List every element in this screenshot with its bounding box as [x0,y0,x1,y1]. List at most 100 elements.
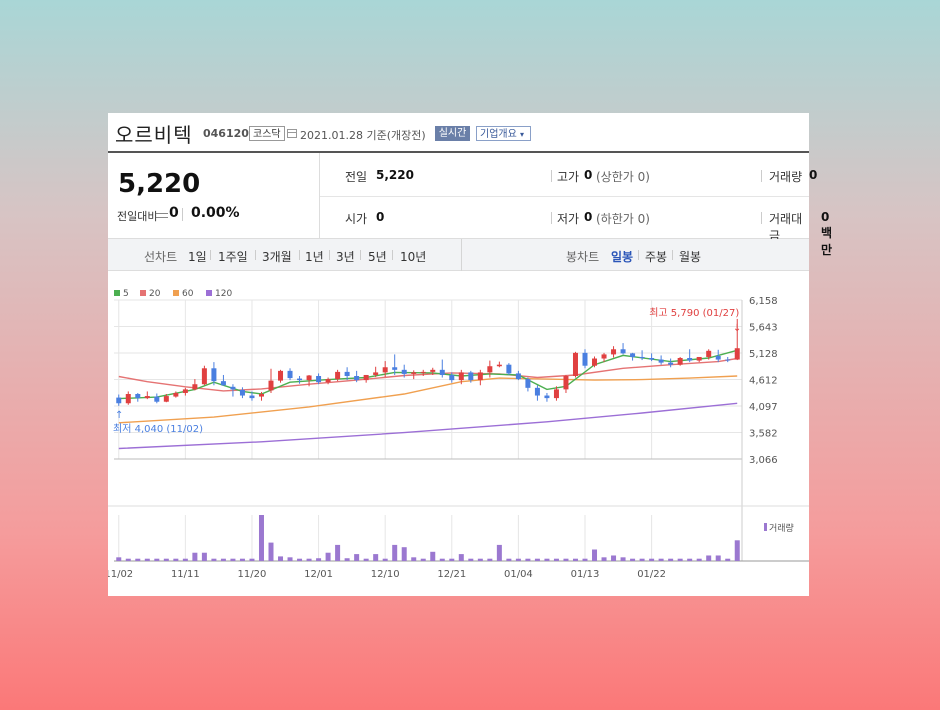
divider [638,250,639,260]
candle-body [449,374,455,381]
ma-line-60 [118,375,738,424]
candle-body [439,369,445,375]
candle-body [611,349,617,355]
divider [360,250,361,260]
candle-body [592,358,598,366]
candle-body [706,350,712,357]
candle-body [487,366,493,373]
divider [761,212,762,224]
divider [255,250,256,260]
candle-body [144,396,150,399]
volume-bar [392,544,398,561]
high-annotation: 최고 5,790 (01/27) [649,307,739,319]
volume-bar [116,557,122,561]
volume-bar [211,558,217,561]
legend-swatch [173,290,179,296]
trading-info: 전일 5,220 고가 0 (상한가 0) 거래량 0 시가 0 저가 0 (하… [320,153,832,257]
candle-body [420,371,426,373]
high-label: 고가 [557,170,580,184]
market-badge: 코스닥 [249,126,285,141]
volume-bar [563,558,569,561]
volume-bar [163,558,169,561]
volume-bar [630,558,636,561]
volume-bar [582,558,588,561]
legend-swatch [206,290,212,296]
candlestick-chart: 5 20 60 120 6,158 5,643 5,128 4,612 4,097 3,582 3,… [108,289,809,580]
divider [392,250,393,260]
candle-body [363,374,369,381]
upper-limit-note: (상한가 0) [596,170,650,184]
x-tick-label: 11/11 [171,569,200,580]
divider [299,250,300,260]
volume-bar [620,557,626,561]
volume-bar [363,558,369,561]
volume-bar [525,558,531,561]
volume-bar [477,558,483,561]
volume-bar [182,558,188,561]
candle-body [658,359,664,363]
volume-bar [144,558,150,561]
candle-body [515,373,521,380]
divider [210,250,211,260]
divider [461,239,462,271]
candle-body [287,370,293,379]
candle-body [249,395,255,399]
period-1y[interactable]: 1년 [305,250,324,264]
volume-bar [592,549,598,561]
period-5y[interactable]: 5년 [368,250,387,264]
candle-monthly[interactable]: 월봉 [679,250,702,264]
company-info-dropdown[interactable]: 기업개요 ▾ [476,126,531,141]
volume-bar [706,555,712,561]
prev-close-label: 전일 [345,170,368,184]
candle-body [182,389,188,393]
volume-bar [611,555,617,561]
volume-bar [496,544,502,561]
volume-bar [687,558,693,561]
volume-bar [344,558,350,561]
volume-bar [135,558,141,561]
legend-label: 5 [123,289,129,299]
lower-limit-note: (하한가 0) [596,212,650,226]
candle-body [668,362,674,365]
candle-body [687,358,693,361]
volume-bar [725,558,731,561]
candle-body [411,372,417,374]
legend-label: 60 [182,289,194,299]
flat-icon [156,213,168,218]
divider [761,170,762,182]
realtime-button[interactable]: 실시간 [435,126,470,141]
candle-body [373,372,379,375]
period-1w[interactable]: 1주일 [218,250,248,264]
period-10y[interactable]: 10년 [400,250,427,264]
volume-bar [553,558,559,561]
candle-body [354,376,360,381]
candle-weekly[interactable]: 주봉 [645,250,668,264]
candle-body [677,358,683,365]
period-1d[interactable]: 1일 [188,250,207,264]
candle-body [458,372,464,381]
volume-bar [544,558,550,561]
candle-body [220,381,226,386]
period-3y[interactable]: 3년 [336,250,355,264]
candle-body [335,371,341,380]
volume-bar [230,558,236,561]
open-value: 0 [376,210,385,224]
volume-legend: 거래량 [769,522,794,534]
volume-bar [316,558,322,561]
current-price: 5,220 [118,169,201,199]
y-tick-label: 3,582 [749,429,778,440]
amount-value: 0 백만 [821,210,833,257]
price-summary: 5,220 전일대비 0 0.00% [108,153,320,239]
candle-body [506,364,512,374]
candle-body [125,394,131,404]
candle-body [544,395,550,399]
candle-body [135,394,141,399]
volume-bar [506,558,512,561]
y-tick-label: 5,128 [749,349,778,360]
candle-body [525,379,531,388]
candle-daily[interactable]: 일봉 [611,250,634,264]
candle-body [306,375,312,381]
chart-period-bar: 선차트 1일 1주일 3개월 1년 3년 5년 10년 봉차트 일봉 주봉 월봉 [108,239,809,271]
change-label: 전일대비 [117,210,158,223]
period-3m[interactable]: 3개월 [262,250,292,264]
